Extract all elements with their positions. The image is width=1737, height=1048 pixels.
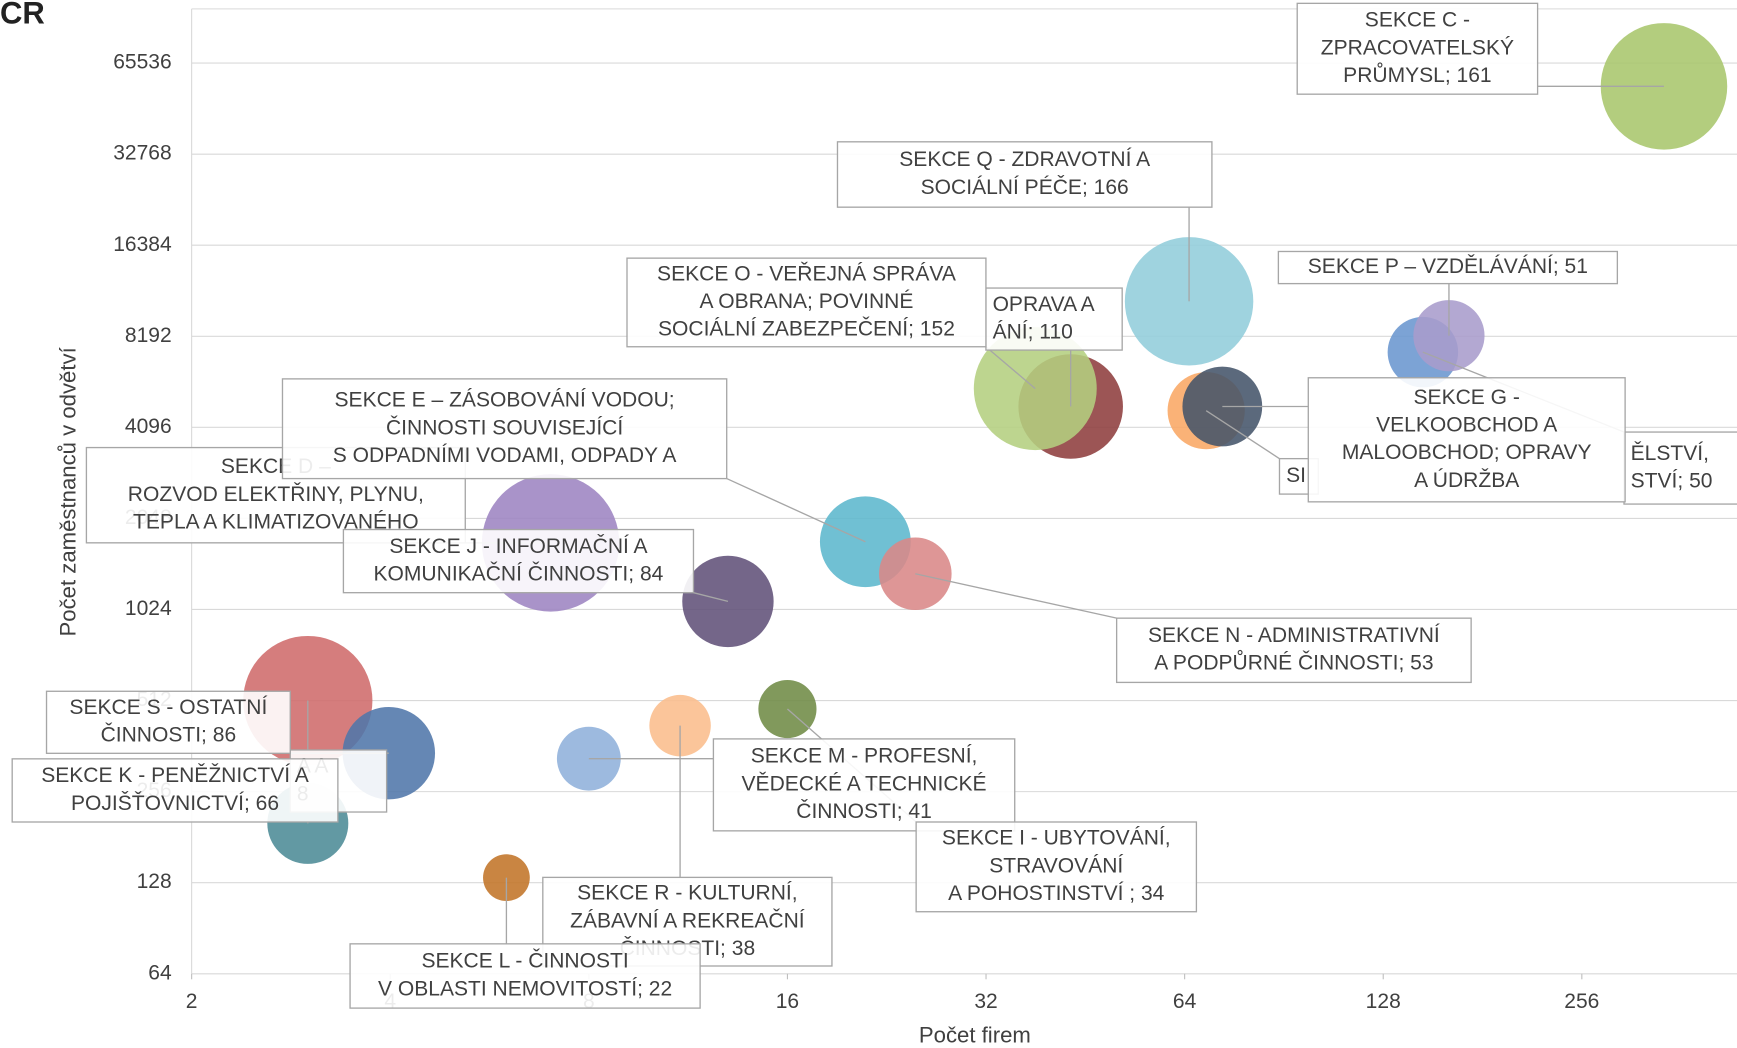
- label-text: TEPLA A KLIMATIZOVANÉHO: [133, 510, 419, 533]
- label-text: SEKCE J - INFORMAČNÍ A: [389, 535, 647, 558]
- data-label: SEKCE I - UBYTOVÁNÍ, STRAVOVÁNÍ A POHOSTIN…: [915, 821, 1198, 913]
- label-text: ZÁBAVNÍ A REKREAČNÍ: [570, 909, 805, 932]
- y-tick-label: 8192: [125, 324, 172, 347]
- label-box: [1623, 431, 1737, 505]
- x-tick-label: 256: [1564, 990, 1599, 1013]
- label-box: [1115, 617, 1472, 684]
- data-label: SEKCE J - INFORMAČNÍ A KOMUNIKAČNÍ ČINNOS…: [342, 528, 695, 594]
- connector: [985, 346, 1036, 390]
- label-text: SI: [1286, 464, 1306, 487]
- label-text: A POHOSTINSTVÍ ; 34: [948, 882, 1165, 905]
- label-text: ČINNOSTI; 86: [101, 724, 237, 747]
- label-text: SEKCE K - PENĚŽNICTVÍ A: [41, 764, 309, 787]
- connector: [915, 573, 1117, 619]
- data-label: SEKCE C - ZPRACOVATELSKÝ PRŮMYSL; 161: [1296, 2, 1539, 95]
- data-label: SEKCE N - ADMINISTRATIVNÍ A PODPŮRNÉ ČINN…: [1115, 617, 1472, 684]
- x-tick-label: 128: [1366, 990, 1401, 1013]
- label-text: SEKCE I - UBYTOVÁNÍ,: [942, 827, 1171, 850]
- data-label: SEKCE G - VELKOOBCHOD A MALOOBCHOD; OPRAVY…: [1307, 377, 1626, 503]
- label-text: SEKCE G -: [1414, 386, 1520, 409]
- label-box: [45, 690, 291, 754]
- x-tick-label: 2: [186, 990, 198, 1013]
- label-text: SEKCE M - PROFESNÍ,: [751, 745, 978, 768]
- y-tick-label: 1024: [125, 597, 172, 620]
- label-text: SOCIÁLNÍ ZABEZPEČENÍ; 152: [658, 318, 955, 341]
- label-text: SOCIÁLNÍ PÉČE; 166: [921, 176, 1129, 199]
- connector: [1205, 410, 1280, 460]
- label-text: VĚDECKÉ A TECHNICKÉ: [742, 772, 987, 795]
- label-text: SEKCE C -: [1365, 9, 1470, 32]
- label-box: [1296, 2, 1539, 95]
- data-label: SEKCE L - ČINNOSTI V OBLASTI NEMOVITOSTÍ;…: [349, 943, 701, 1009]
- label-text: SEKCE P – VZDĚLÁVÁNÍ; 51: [1308, 255, 1588, 278]
- label-box: [915, 821, 1198, 913]
- label-text: SEKCE L - ČINNOSTI: [421, 950, 628, 973]
- bubble: [1413, 300, 1485, 372]
- data-label: SEKCE O - VEŘEJNÁ SPRÁVA A OBRANA; POVINN…: [626, 257, 987, 348]
- label-box: [712, 738, 1016, 832]
- data-label: OPRAVA A ÁNÍ; 110: [985, 287, 1123, 351]
- label-text: ČINNOSTI; 41: [796, 800, 932, 823]
- label-box: [626, 257, 987, 348]
- x-axis-label: Počet firem: [919, 1023, 1031, 1048]
- data-label: SEKCE S - OSTATNÍ ČINNOSTI; 86: [45, 690, 291, 754]
- label-text: A PODPŮRNÉ ČINNOSTI; 53: [1154, 651, 1433, 675]
- data-label: SEKCE M - PROFESNÍ, VĚDECKÉ A TECHNICKÉ ČI…: [712, 738, 1016, 832]
- label-text: STRAVOVÁNÍ: [989, 854, 1123, 877]
- y-tick-label: 16384: [113, 233, 172, 256]
- label-text: A ÚDRŽBA: [1414, 469, 1519, 492]
- connector: [726, 477, 866, 543]
- label-text: SEKCE O - VEŘEJNÁ SPRÁVA: [657, 262, 956, 285]
- label-text: ZPRACOVATELSKÝ: [1321, 36, 1514, 59]
- label-text: ÁNÍ; 110: [993, 320, 1073, 343]
- label-text: SEKCE E – ZÁSOBOVÁNÍ VODOU;: [335, 389, 675, 412]
- label-text: V OBLASTI NEMOVITOSTÍ; 22: [378, 977, 672, 1000]
- data-label: SEKCE E – ZÁSOBOVÁNÍ VODOU; ČINNOSTI SOUV…: [281, 378, 728, 480]
- label-text: MALOOBCHOD; OPRAVY: [1342, 441, 1592, 464]
- y-tick-label: 65536: [113, 51, 171, 74]
- label-text: ĚLSTVÍ,: [1631, 442, 1709, 465]
- y-tick-label: 128: [137, 870, 172, 893]
- label-text: STVÍ; 50: [1631, 469, 1713, 492]
- label-text: A OBRANA; POVINNÉ: [700, 290, 914, 313]
- label-text: PRŮMYSL; 161: [1343, 63, 1491, 87]
- label-text: ČINNOSTI SOUVISEJÍCÍ: [386, 416, 623, 439]
- label-box: [11, 758, 339, 823]
- y-tick-label: 64: [148, 961, 172, 984]
- label-box: [1277, 250, 1619, 285]
- label-box: [281, 378, 728, 480]
- connector: [693, 592, 729, 603]
- label-box: [1307, 377, 1626, 503]
- x-tick-label: 64: [1173, 990, 1197, 1013]
- data-label: SEKCE K - PENĚŽNICTVÍ A POJIŠŤOVNICTVÍ; 6…: [11, 758, 339, 823]
- label-text: SEKCE N - ADMINISTRATIVNÍ: [1148, 624, 1440, 647]
- x-tick-label: 32: [974, 990, 997, 1013]
- data-label: SEKCE P – VZDĚLÁVÁNÍ; 51: [1277, 250, 1619, 285]
- data-label: ĚLSTVÍ, STVÍ; 50: [1623, 431, 1737, 505]
- data-label: SEKCE Q - ZDRAVOTNÍ A SOCIÁLNÍ PÉČE; 166: [836, 141, 1213, 208]
- label-box: [836, 141, 1213, 208]
- y-tick-label: 4096: [125, 415, 172, 438]
- label-box: [342, 528, 695, 594]
- label-text: SEKCE Q - ZDRAVOTNÍ A: [899, 148, 1150, 171]
- label-text: SEKCE R - KULTURNÍ,: [577, 882, 797, 905]
- y-tick-label: 32768: [113, 142, 171, 165]
- label-text: S ODPADNÍMI VODAMI, ODPADY A: [333, 444, 677, 467]
- label-box: [349, 943, 701, 1009]
- label-text: SEKCE S - OSTATNÍ: [69, 696, 267, 719]
- chart-title: CR: [0, 0, 45, 31]
- label-text: POJIŠŤOVNICTVÍ; 66: [71, 792, 279, 815]
- label-text: VELKOOBCHOD A: [1376, 414, 1557, 437]
- y-axis-label: Počet zaměstnanců v odvětví: [56, 346, 81, 636]
- label-text: OPRAVA A: [993, 293, 1095, 316]
- label-text: ROZVOD ELEKTŘINY, PLYNU,: [128, 483, 424, 506]
- x-tick-label: 16: [776, 990, 799, 1013]
- label-text: KOMUNIKAČNÍ ČINNOSTI; 84: [374, 563, 664, 586]
